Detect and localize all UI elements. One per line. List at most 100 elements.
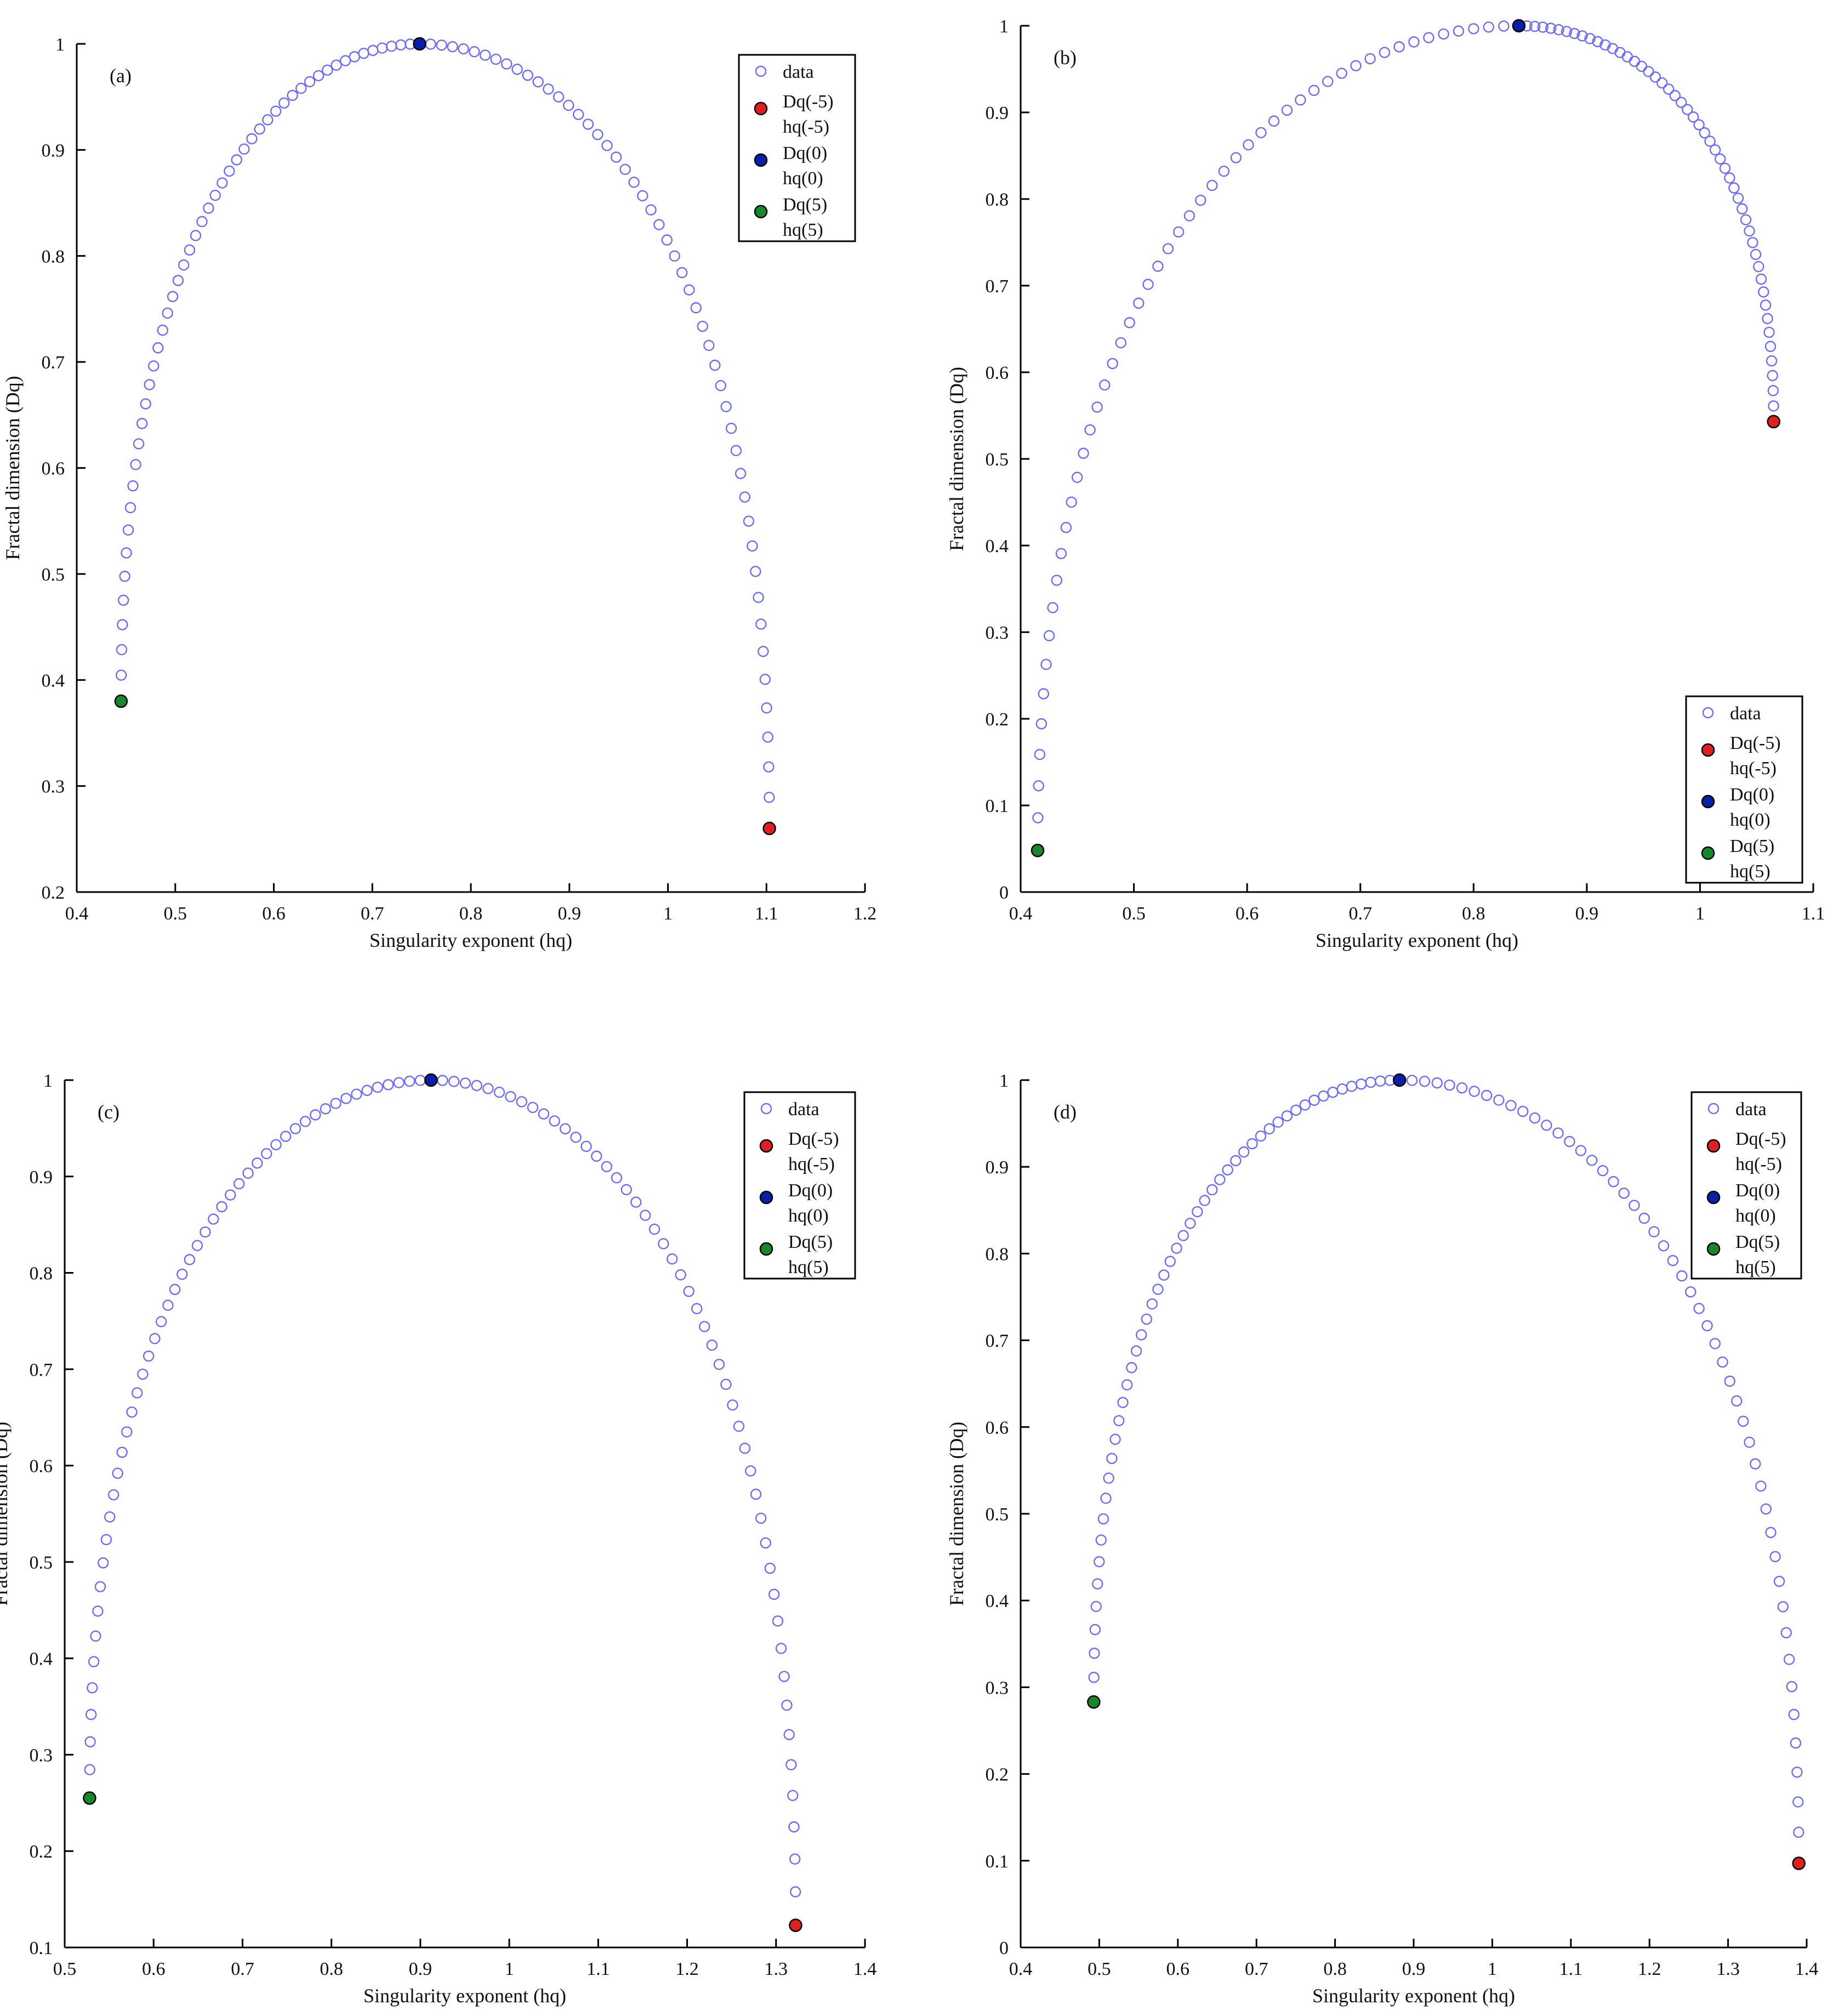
data-point [330,1098,341,1109]
data-point [759,673,771,685]
x-tick-label: 0.6 [1236,904,1259,924]
x-axis-title: Singularity exponent (hq) [369,929,572,951]
y-tick-label: 0.8 [986,1244,1009,1264]
data-point [140,398,151,410]
legend-pos5-label-2: hq(5) [1730,861,1771,882]
data-point [172,275,184,286]
data-point [1738,1416,1749,1427]
y-tick-label: 0.2 [986,1765,1009,1785]
data-point [1569,27,1580,39]
legend-data-marker [760,1103,772,1115]
data-point [559,1123,571,1134]
data-point [1584,33,1596,44]
data-point [1230,152,1242,163]
data-point [287,89,298,101]
data-point [1744,1436,1755,1448]
data-point [1094,1556,1105,1568]
y-tick-label: 0.1 [30,1938,53,1958]
data-point [527,1101,539,1114]
data-point [1051,575,1063,586]
data-point [1701,1320,1713,1332]
marker-zero [413,37,426,51]
data-point [1047,602,1058,614]
data-point [177,1268,188,1280]
data-point [630,1196,642,1208]
y-axis-title: Fractal dimension (Dq) [946,1422,967,1606]
data-point [706,1339,718,1351]
data-point [563,99,574,111]
data-point [1393,41,1405,53]
data-point [1356,1078,1367,1090]
data-point [1760,299,1772,311]
data-point [1783,1654,1795,1665]
panel-label: (b) [1054,47,1077,69]
data-point [699,1321,710,1332]
chart-panel-b: 0.4 0.5 0.6 0.7 0.8 0.9 1 1.1 0 0.1 0.2 0.3 0.4 0.5 0.… [946,16,1825,951]
data-point [1788,1708,1800,1720]
x-tick-label: 0.7 [1245,1959,1268,1979]
data-point [238,143,250,155]
data-point [1299,1099,1311,1111]
data-point [1060,521,1072,533]
y-tick-label: 0.6 [42,459,65,479]
data-point [516,1096,527,1108]
data-point [1327,1087,1339,1098]
data-point [1755,273,1767,285]
data-point [720,1378,732,1390]
data-point [1263,1123,1275,1135]
data-point [246,133,258,145]
data-point [1767,385,1779,396]
data-point [1564,1135,1575,1148]
data-point [511,64,523,75]
data-point [404,1075,415,1087]
x-tick-label: 1.1 [755,904,778,924]
data-point [92,1605,104,1617]
data-point [447,41,458,53]
data-point [1762,313,1773,325]
data-point [1100,1492,1112,1504]
data-point [1255,1130,1267,1142]
y-tick-label: 0.6 [986,363,1009,383]
x-tick-label: 0.6 [1166,1959,1190,1979]
x-tick-label: 1 [505,1959,514,1979]
data-point [1667,1254,1679,1267]
data-point [1786,1681,1797,1693]
data-point [628,177,640,188]
x-tick-label: 1.1 [1559,1959,1583,1979]
data-point [1130,1345,1142,1357]
data-point [1709,1338,1721,1349]
y-tick-label: 0.3 [42,777,65,797]
data-point [1724,172,1735,184]
data-point [119,570,130,582]
x-tick-label: 0.8 [320,1959,343,1979]
data-point [501,58,513,70]
data-point [386,41,397,52]
data-point [1124,317,1135,328]
data-point [1255,127,1267,139]
data-point [580,1140,592,1152]
data-point [116,644,128,656]
x-tick-label: 0.6 [142,1959,166,1979]
data-point [1089,1648,1100,1659]
data-point [393,1077,405,1088]
data-point [1097,1513,1109,1525]
data-point [115,669,127,681]
data-point [117,619,128,631]
legend-neg5-label-2: hq(-5) [783,117,829,137]
legend-pos5-label-1: Dq(5) [1730,836,1774,856]
data-point [1078,447,1089,459]
data-point [104,1511,116,1523]
data-point [1750,248,1762,260]
data-point [592,129,604,140]
data-point [88,1656,100,1667]
marker-neg5 [1792,1856,1806,1870]
legend-pos5-marker [754,205,768,219]
data-point [1113,1415,1125,1427]
data-point [1592,36,1603,48]
y-tick-label: 0.5 [30,1553,53,1573]
data-point [739,491,751,503]
data-point [1431,1077,1443,1089]
x-tick-label: 0.4 [65,904,89,924]
data-point [90,1630,101,1642]
